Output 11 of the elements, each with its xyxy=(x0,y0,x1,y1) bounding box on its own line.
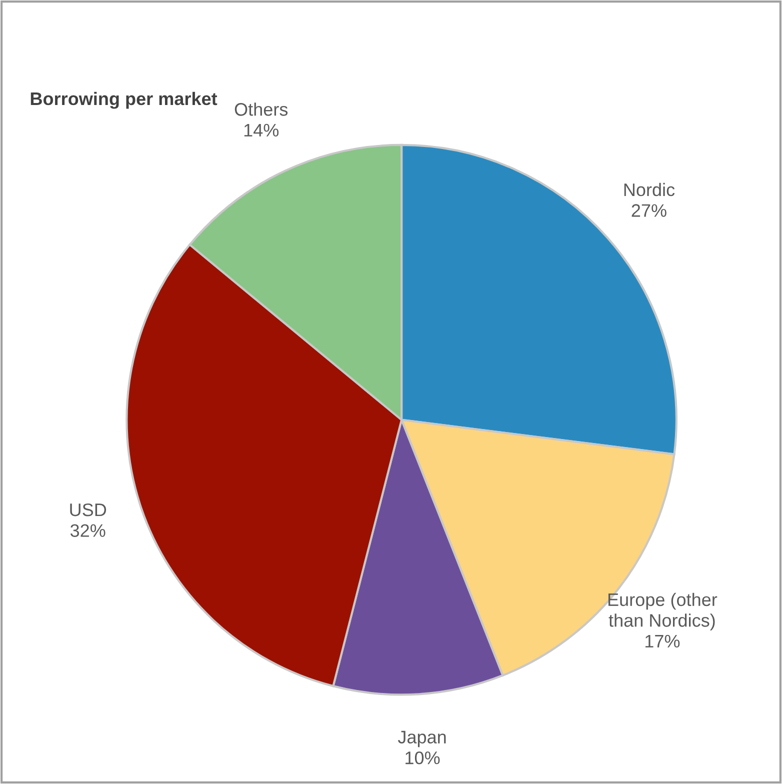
data-label: 10% xyxy=(406,751,440,764)
data-label: 17% xyxy=(645,634,680,648)
slice-label: Japan xyxy=(398,730,446,748)
slice-label: Others xyxy=(234,102,288,116)
slice-label: Europe (other than Nordics) xyxy=(608,592,718,630)
chart-title: Borrowing per market xyxy=(30,92,218,109)
slice-label: Nordic xyxy=(624,182,675,196)
slice-label: USD xyxy=(70,503,106,516)
data-label: 14% xyxy=(244,124,279,137)
data-label: 27% xyxy=(632,204,666,217)
data-label: 32% xyxy=(70,524,106,537)
